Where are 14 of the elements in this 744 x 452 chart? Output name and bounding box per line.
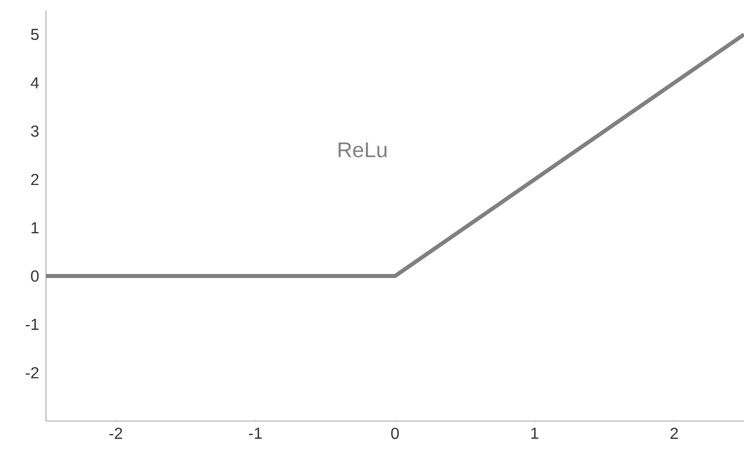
x-tick-label: -2 (109, 428, 122, 439)
annotation: ReLu (338, 142, 386, 158)
y-tick-label: 0 (31, 270, 39, 282)
x-tick-label: 0 (391, 428, 399, 440)
y-tick-label: 5 (31, 28, 39, 40)
x-tick-label: 1 (531, 428, 538, 439)
y-tick-label: 4 (30, 77, 39, 88)
y-tick-label: -2 (26, 367, 38, 378)
y-tick-label: 2 (31, 174, 38, 186)
x-tick-label: -1 (249, 428, 262, 439)
y-tick-label: 3 (31, 125, 39, 137)
y-tick-label: 1 (32, 222, 39, 234)
y-tick-label: -1 (26, 318, 39, 330)
x-tick-label: 2 (670, 428, 678, 439)
